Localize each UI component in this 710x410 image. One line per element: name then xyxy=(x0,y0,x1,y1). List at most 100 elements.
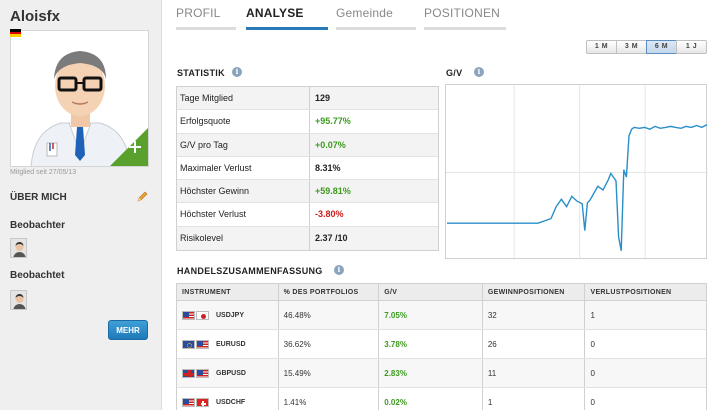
gb-flag-icon xyxy=(182,369,195,378)
statistik-table: Tage Mitglied 129 Erfolgsquote +95.77% G… xyxy=(176,86,439,252)
info-icon[interactable]: i xyxy=(334,265,344,275)
portfolio-share: 15.49% xyxy=(279,359,380,387)
stat-value: +59.81% xyxy=(315,186,351,197)
tab-label: ANALYSE xyxy=(246,6,304,20)
follower-avatar[interactable] xyxy=(10,238,27,258)
edit-pencil-icon[interactable] xyxy=(137,191,148,202)
col-instrument[interactable]: INSTRUMENT xyxy=(177,284,279,300)
range-6m-button[interactable]: 6 M xyxy=(646,40,677,54)
jp-flag-icon xyxy=(196,311,209,320)
col-portfolio[interactable]: % DES PORTFOLIOS xyxy=(279,284,380,300)
instrument-symbol[interactable]: GBPUSD xyxy=(216,370,246,377)
portfolio-share: 36.62% xyxy=(279,330,380,358)
portfolio-share: 1.41% xyxy=(279,388,380,410)
win-count: 1 xyxy=(483,388,586,410)
stat-value: -3.80% xyxy=(315,209,344,220)
stat-value: +0.07% xyxy=(315,139,346,150)
stat-row: Risikolevel 2.37 /10 xyxy=(177,226,438,251)
range-1j-button[interactable]: 1 J xyxy=(676,40,707,54)
more-button[interactable]: MEHR xyxy=(108,320,148,340)
loss-count: 0 xyxy=(590,340,595,349)
stat-label: Tage Mitglied xyxy=(177,87,310,110)
stat-row: G/V pro Tag +0.07% xyxy=(177,133,438,157)
stat-value: 129 xyxy=(315,93,331,103)
stat-value: 8.31% xyxy=(315,162,341,173)
statistik-title: STATISTIK xyxy=(177,68,225,78)
stat-value: +95.77% xyxy=(315,116,351,127)
profile-avatar[interactable]: Trader xyxy=(10,30,149,167)
stat-row: Höchster Gewinn +59.81% xyxy=(177,180,438,204)
trader-cross-icon xyxy=(129,141,141,153)
info-icon[interactable]: i xyxy=(474,67,484,77)
instrument-symbol[interactable]: USDJPY xyxy=(216,312,245,319)
win-count: 11 xyxy=(483,359,586,387)
range-1m-button[interactable]: 1 M xyxy=(586,40,617,54)
trader-label: Trader xyxy=(121,156,146,165)
stat-row: Höchster Verlust -3.80% xyxy=(177,203,438,227)
loss-count: 0 xyxy=(590,398,595,407)
ch-flag-icon xyxy=(196,398,209,407)
tab-label: POSITIONEN xyxy=(424,6,501,20)
instrument-symbol[interactable]: USDCHF xyxy=(216,399,246,406)
person-icon xyxy=(11,239,26,257)
col-losses[interactable]: VERLUSTPOSITIONEN xyxy=(590,289,672,296)
us-flag-icon xyxy=(182,311,195,320)
followers-title: Beobachter xyxy=(10,220,66,231)
handel-title: HANDELSZUSAMMENFASSUNG xyxy=(177,266,323,276)
gv-series-line[interactable] xyxy=(447,123,708,251)
time-range-selector: 1 M 3 M 6 M 1 J xyxy=(586,40,707,54)
loss-count: 1 xyxy=(590,311,595,320)
gv-chart-title: G/V xyxy=(446,68,463,78)
de-flag-icon xyxy=(10,29,21,37)
us-flag-icon xyxy=(196,369,209,378)
username[interactable]: Aloisfx xyxy=(10,8,61,25)
win-count: 26 xyxy=(483,330,586,358)
table-row[interactable]: USDCHF 1.41% 0.02% 1 0 xyxy=(177,388,706,410)
tab-positionen[interactable]: POSITIONEN xyxy=(424,6,506,30)
portfolio-share: 46.48% xyxy=(279,301,380,329)
trade-summary-table: INSTRUMENT % DES PORTFOLIOS G/V GEWINNPO… xyxy=(176,283,707,410)
stat-label: Höchster Verlust xyxy=(177,203,310,226)
gv-value: 2.83% xyxy=(379,359,483,387)
avatar-illustration xyxy=(11,31,148,166)
member-since: Mitglied seit 27/05/13 xyxy=(10,169,77,176)
eu-flag-icon xyxy=(182,340,195,349)
person-icon xyxy=(11,291,26,309)
range-3m-button[interactable]: 3 M xyxy=(616,40,647,54)
gv-value: 0.02% xyxy=(379,388,483,410)
col-wins[interactable]: GEWINNPOSITIONEN xyxy=(483,284,586,300)
us-flag-icon xyxy=(182,398,195,407)
gv-value: 7.05% xyxy=(379,301,483,329)
following-avatar[interactable] xyxy=(10,290,27,310)
tab-label: Gemeinde xyxy=(336,6,393,20)
stat-row: Erfolgsquote +95.77% xyxy=(177,110,438,134)
stat-label: Maximaler Verlust xyxy=(177,156,310,180)
table-row[interactable]: USDJPY 46.48% 7.05% 32 1 xyxy=(177,301,706,330)
loss-count: 0 xyxy=(590,369,595,378)
us-flag-icon xyxy=(196,340,209,349)
instrument-symbol[interactable]: EURUSD xyxy=(216,341,246,348)
stat-value: 2.37 /10 xyxy=(315,232,348,243)
stat-label: G/V pro Tag xyxy=(177,133,310,156)
win-count: 32 xyxy=(483,301,586,329)
tab-gemeinde[interactable]: Gemeinde xyxy=(336,6,416,30)
stat-row: Maximaler Verlust 8.31% xyxy=(177,156,438,181)
stat-label: Risikolevel xyxy=(177,226,310,251)
gv-value: 3.78% xyxy=(379,330,483,358)
tab-label: PROFIL xyxy=(176,6,221,20)
col-gv[interactable]: G/V xyxy=(379,284,483,300)
tab-analyse[interactable]: ANALYSE xyxy=(246,6,328,30)
gv-chart-svg xyxy=(446,85,708,260)
about-me-title: ÜBER MICH xyxy=(10,192,67,203)
info-icon[interactable]: i xyxy=(232,67,242,77)
table-row[interactable]: EURUSD 36.62% 3.78% 26 0 xyxy=(177,330,706,359)
stat-label: Erfolgsquote xyxy=(177,110,310,133)
table-row[interactable]: GBPUSD 15.49% 2.83% 11 0 xyxy=(177,359,706,388)
gv-chart[interactable] xyxy=(445,84,708,260)
table-header: INSTRUMENT % DES PORTFOLIOS G/V GEWINNPO… xyxy=(177,284,706,301)
profile-sidebar: Aloisfx Trader Mitglied seit 27/05/13 ÜB… xyxy=(0,0,162,410)
stat-row: Tage Mitglied 129 xyxy=(177,87,438,111)
following-title: Beobachtet xyxy=(10,270,65,281)
tab-profil[interactable]: PROFIL xyxy=(176,6,236,30)
stat-label: Höchster Gewinn xyxy=(177,180,310,203)
